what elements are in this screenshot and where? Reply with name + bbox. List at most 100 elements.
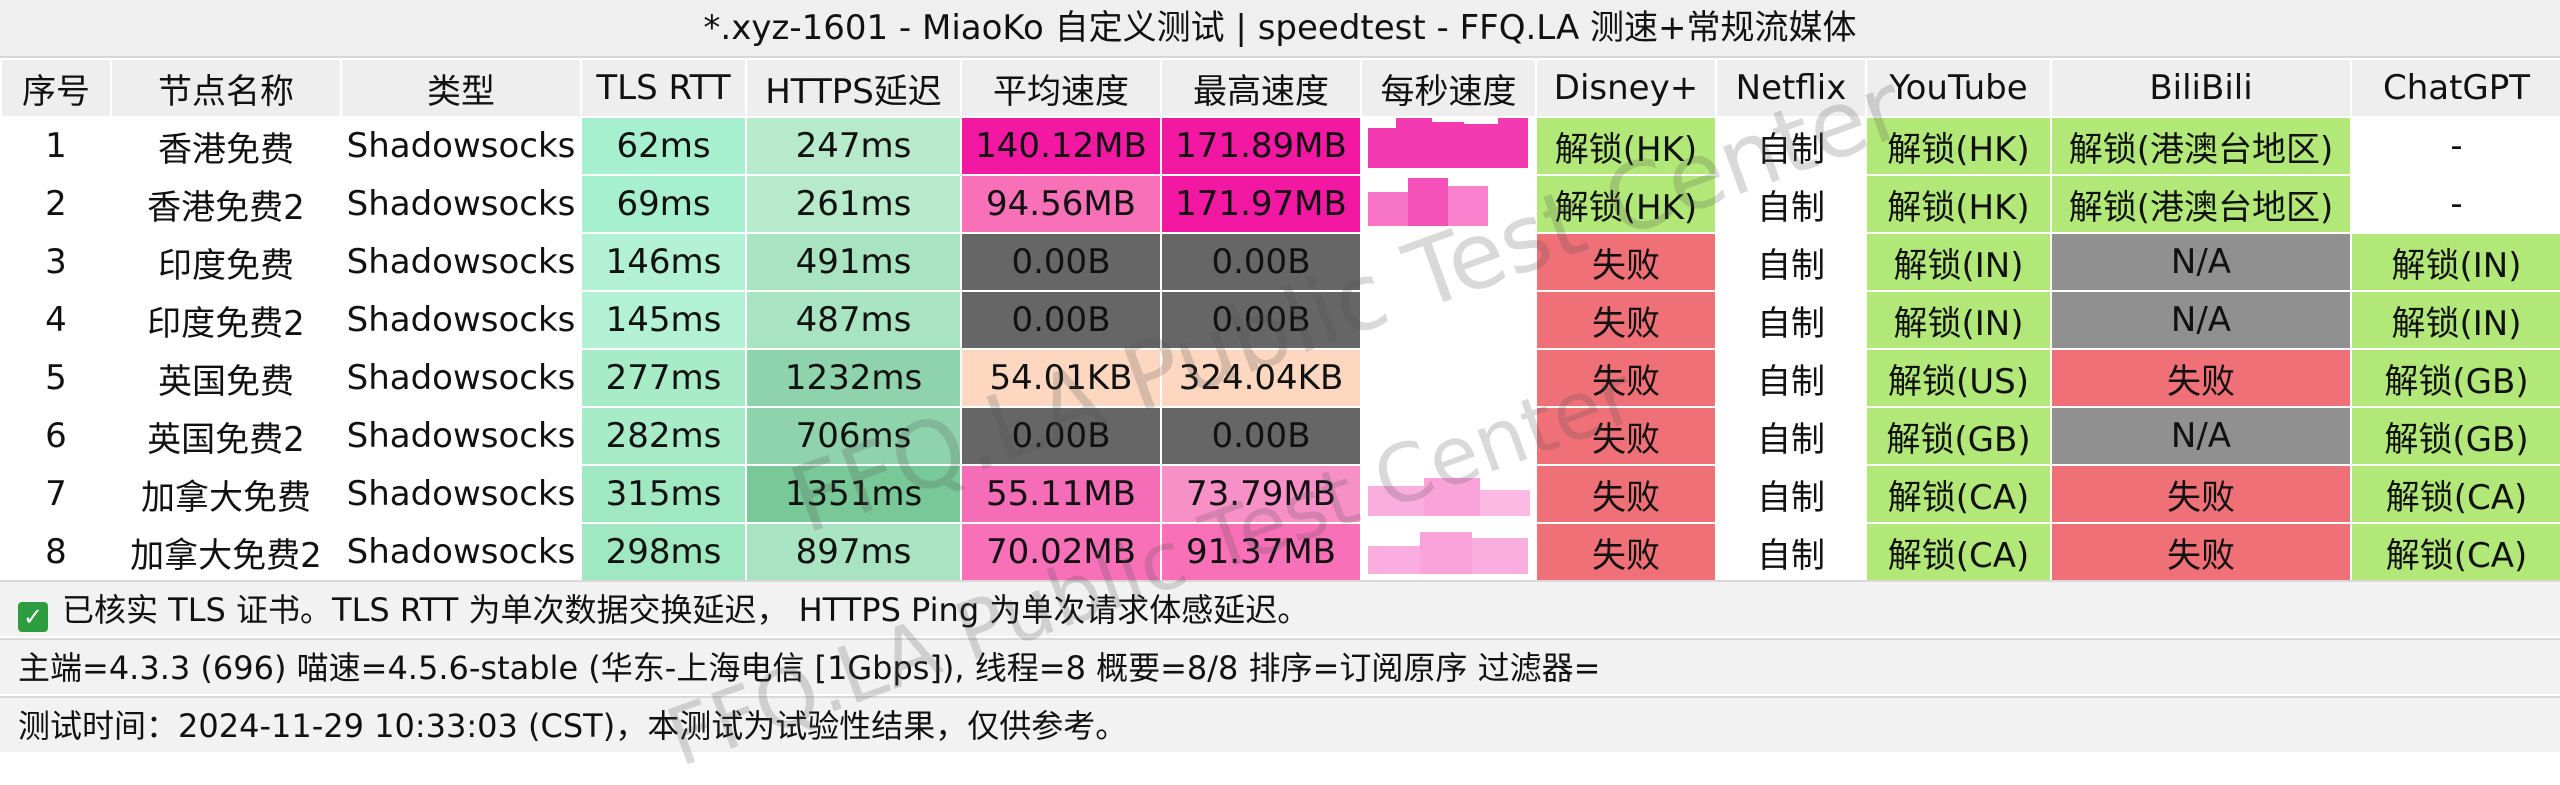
cell-bilibili: 解锁(港澳台地区): [2050, 174, 2351, 233]
cell-max-speed: 91.37MB: [1160, 522, 1361, 580]
cell-https-latency: 1351ms: [745, 464, 961, 523]
cell-per-sec-sparkline: [1360, 522, 1536, 580]
cell-max-speed: 0.00B: [1160, 232, 1361, 291]
results-table: 序号 节点名称 类型 TLS RTT HTTPS延迟 平均速度 最高速度 每秒速…: [0, 58, 2560, 580]
cell-avg-speed: 70.02MB: [960, 522, 1161, 580]
col-header-per-sec-speed: 每秒速度: [1360, 58, 1536, 117]
cell-type: Shadowsocks: [340, 522, 581, 580]
cell-node-name: 加拿大免费: [110, 464, 341, 523]
cell-type: Shadowsocks: [340, 232, 581, 291]
page-title: *.xyz-1601 - MiaoKo 自定义测试 | speedtest - …: [0, 0, 2560, 58]
col-header-disney: Disney+: [1535, 58, 1716, 117]
cell-node-name: 英国免费2: [110, 406, 341, 465]
col-header-youtube: YouTube: [1865, 58, 2051, 117]
cell-netflix: 自制: [1715, 522, 1866, 580]
col-header-type: 类型: [340, 58, 581, 117]
cell-avg-speed: 54.01KB: [960, 348, 1161, 407]
cell-youtube: 解锁(HK): [1865, 116, 2051, 175]
cell-index: 8: [0, 522, 111, 580]
cell-chatgpt: -: [2350, 116, 2560, 175]
cell-tls-rtt: 145ms: [580, 290, 746, 349]
cell-disney: 解锁(HK): [1535, 116, 1716, 175]
cell-per-sec-sparkline: [1360, 406, 1536, 465]
cell-tls-rtt: 315ms: [580, 464, 746, 523]
cell-disney: 失败: [1535, 464, 1716, 523]
cell-disney: 失败: [1535, 522, 1716, 580]
cell-max-speed: 171.89MB: [1160, 116, 1361, 175]
cell-bilibili: 失败: [2050, 348, 2351, 407]
cell-max-speed: 324.04KB: [1160, 348, 1361, 407]
footer-backend-info: 主端=4.3.3 (696) 喵速=4.5.6-stable (华东-上海电信 …: [0, 638, 2560, 694]
cell-max-speed: 171.97MB: [1160, 174, 1361, 233]
cell-avg-speed: 0.00B: [960, 290, 1161, 349]
cell-max-speed: 0.00B: [1160, 406, 1361, 465]
cell-tls-rtt: 282ms: [580, 406, 746, 465]
table-row: 1 香港免费 Shadowsocks 62ms 247ms 140.12MB 1…: [0, 116, 2560, 175]
cell-https-latency: 247ms: [745, 116, 961, 175]
cell-avg-speed: 94.56MB: [960, 174, 1161, 233]
cell-chatgpt: 解锁(GB): [2350, 348, 2560, 407]
cell-max-speed: 0.00B: [1160, 290, 1361, 349]
cell-youtube: 解锁(IN): [1865, 232, 2051, 291]
cell-disney: 失败: [1535, 348, 1716, 407]
cell-https-latency: 261ms: [745, 174, 961, 233]
cell-per-sec-sparkline: [1360, 174, 1536, 233]
cell-chatgpt: 解锁(CA): [2350, 522, 2560, 580]
col-header-max-speed: 最高速度: [1160, 58, 1361, 117]
cell-per-sec-sparkline: [1360, 348, 1536, 407]
col-header-avg-speed: 平均速度: [960, 58, 1161, 117]
footer-tls-note: ✓ 已核实 TLS 证书。TLS RTT 为单次数据交换延迟， HTTPS Pin…: [0, 580, 2560, 636]
cell-tls-rtt: 69ms: [580, 174, 746, 233]
cell-chatgpt: 解锁(CA): [2350, 464, 2560, 523]
cell-https-latency: 491ms: [745, 232, 961, 291]
cell-netflix: 自制: [1715, 232, 1866, 291]
col-header-index: 序号: [0, 58, 111, 117]
col-header-chatgpt: ChatGPT: [2350, 58, 2560, 117]
cell-chatgpt: -: [2350, 174, 2560, 233]
table-row: 6 英国免费2 Shadowsocks 282ms 706ms 0.00B 0.…: [0, 406, 2560, 465]
table-row: 7 加拿大免费 Shadowsocks 315ms 1351ms 55.11MB…: [0, 464, 2560, 523]
cell-tls-rtt: 277ms: [580, 348, 746, 407]
col-header-netflix: Netflix: [1715, 58, 1866, 117]
cell-netflix: 自制: [1715, 348, 1866, 407]
cell-chatgpt: 解锁(IN): [2350, 290, 2560, 349]
cell-https-latency: 706ms: [745, 406, 961, 465]
cell-type: Shadowsocks: [340, 348, 581, 407]
cell-https-latency: 897ms: [745, 522, 961, 580]
cell-https-latency: 487ms: [745, 290, 961, 349]
cell-avg-speed: 0.00B: [960, 406, 1161, 465]
cell-node-name: 加拿大免费2: [110, 522, 341, 580]
footer-test-time: 测试时间：2024-11-29 10:33:03 (CST)，本测试为试验性结果…: [0, 696, 2560, 752]
cell-bilibili: N/A: [2050, 406, 2351, 465]
cell-youtube: 解锁(US): [1865, 348, 2051, 407]
cell-avg-speed: 55.11MB: [960, 464, 1161, 523]
cell-youtube: 解锁(CA): [1865, 522, 2051, 580]
cell-node-name: 香港免费: [110, 116, 341, 175]
table-row: 8 加拿大免费2 Shadowsocks 298ms 897ms 70.02MB…: [0, 522, 2560, 580]
table-header-row: 序号 节点名称 类型 TLS RTT HTTPS延迟 平均速度 最高速度 每秒速…: [0, 58, 2560, 117]
cell-type: Shadowsocks: [340, 406, 581, 465]
cell-type: Shadowsocks: [340, 174, 581, 233]
cell-tls-rtt: 62ms: [580, 116, 746, 175]
col-header-bilibili: BiliBili: [2050, 58, 2351, 117]
cell-index: 4: [0, 290, 111, 349]
cell-tls-rtt: 298ms: [580, 522, 746, 580]
cell-avg-speed: 0.00B: [960, 232, 1161, 291]
cell-index: 3: [0, 232, 111, 291]
cell-youtube: 解锁(CA): [1865, 464, 2051, 523]
cell-max-speed: 73.79MB: [1160, 464, 1361, 523]
cell-netflix: 自制: [1715, 290, 1866, 349]
cell-bilibili: 解锁(港澳台地区): [2050, 116, 2351, 175]
checkbox-checked-icon: ✓: [18, 602, 48, 632]
col-header-node-name: 节点名称: [110, 58, 341, 117]
cell-youtube: 解锁(IN): [1865, 290, 2051, 349]
cell-tls-rtt: 146ms: [580, 232, 746, 291]
cell-netflix: 自制: [1715, 116, 1866, 175]
cell-bilibili: N/A: [2050, 290, 2351, 349]
cell-disney: 失败: [1535, 406, 1716, 465]
cell-https-latency: 1232ms: [745, 348, 961, 407]
cell-disney: 失败: [1535, 290, 1716, 349]
cell-per-sec-sparkline: [1360, 464, 1536, 523]
cell-bilibili: 失败: [2050, 464, 2351, 523]
table-row: 5 英国免费 Shadowsocks 277ms 1232ms 54.01KB …: [0, 348, 2560, 407]
